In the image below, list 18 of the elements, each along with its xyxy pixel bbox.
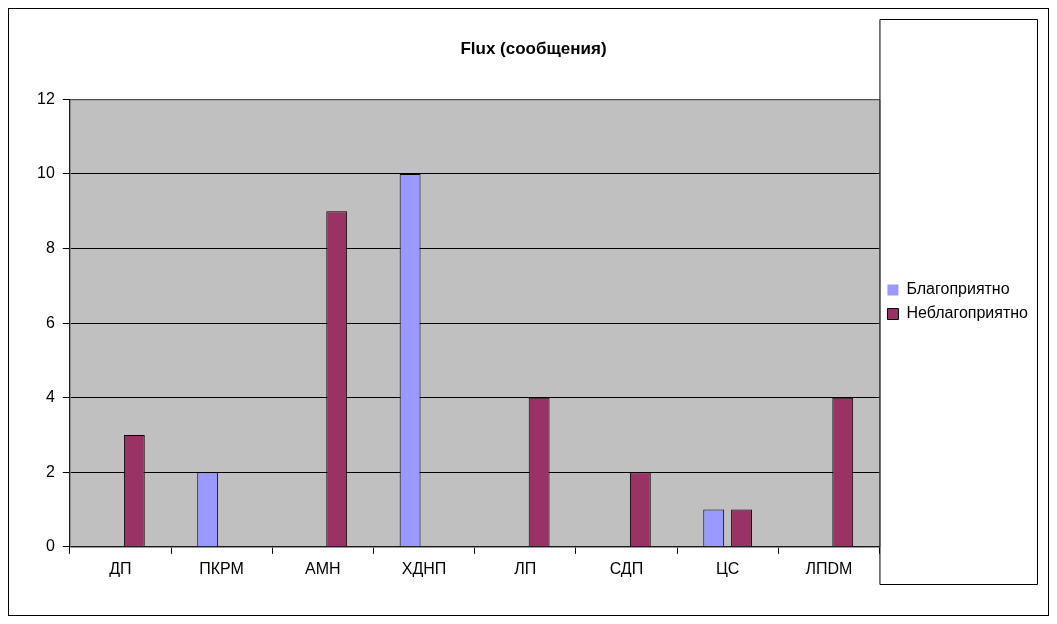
y-tick-label: 8 — [45, 238, 55, 256]
x-tick-label: ХДНП — [401, 559, 447, 577]
y-tick-label: 12 — [37, 89, 55, 107]
x-tick-label: ДП — [109, 559, 132, 577]
x-tick-label: ЛП — [514, 559, 537, 577]
chart-title: Flux (сообщения) — [460, 38, 607, 58]
y-tick-label: 0 — [45, 537, 55, 555]
legend-label: Благоприятно — [906, 280, 1010, 298]
legend-label: Неблагоприятно — [906, 304, 1029, 322]
y-tick-label: 2 — [45, 462, 55, 480]
x-tick-label: АМН — [305, 559, 341, 577]
y-tick-label: 4 — [45, 388, 55, 406]
x-tick-label: СДП — [609, 559, 644, 577]
y-tick-label: 6 — [45, 313, 55, 331]
x-tick-label: ЦС — [715, 559, 740, 577]
y-tick-label: 10 — [37, 164, 55, 182]
x-tick-label: ПКРМ — [199, 559, 244, 577]
x-tick-label: ЛПDM — [805, 559, 853, 577]
